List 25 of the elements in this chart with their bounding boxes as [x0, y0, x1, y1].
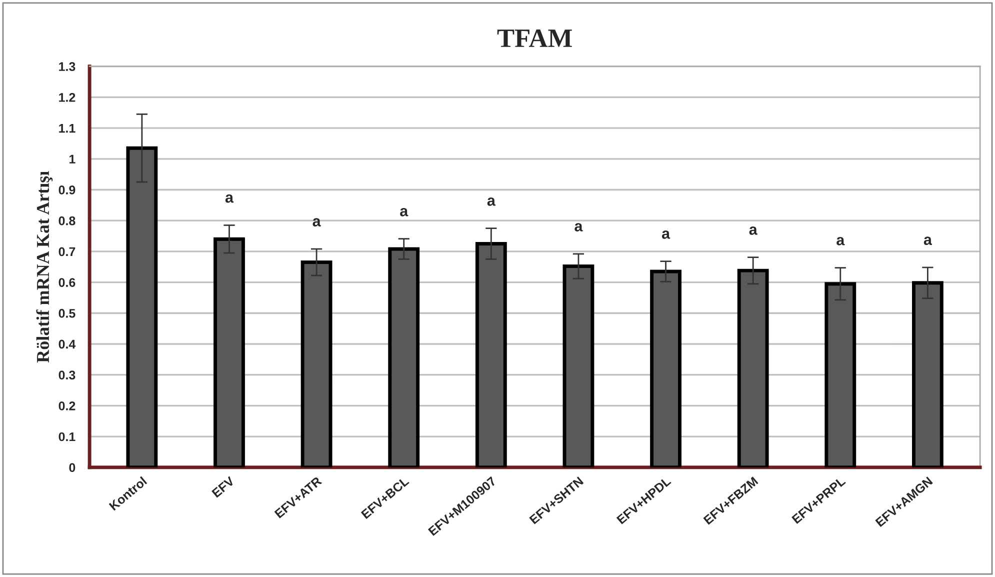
y-tick-label: 0.9	[58, 186, 76, 194]
y-tick-label: 0.5	[58, 308, 76, 318]
annotation: a	[924, 236, 932, 246]
y-tick-label: 0.4	[58, 340, 76, 349]
annotation: a	[487, 197, 496, 206]
annotation: a	[574, 223, 583, 232]
y-tick-label: 1	[69, 154, 76, 164]
y-tick-label: 1.1	[59, 124, 76, 133]
y-tick-label: 1.2	[59, 93, 76, 102]
y-tick-label: 1.3	[59, 62, 76, 72]
y-axis-title: Rölatif mRNA Kat Artışı	[36, 171, 53, 363]
y-tick-label: 0.8	[58, 216, 76, 226]
annotation: a	[225, 194, 234, 203]
y-tick-label: 0.1	[58, 432, 76, 442]
y-tick-label: 0.7	[58, 247, 76, 256]
chart-title: TFAM	[497, 29, 572, 47]
y-tick-label: 0.3	[58, 370, 76, 380]
annotation: a	[836, 236, 845, 246]
annotation: a	[400, 208, 408, 216]
annotation: a	[749, 226, 758, 235]
y-tick-label: 0.6	[58, 278, 76, 287]
y-tick-label: 0	[69, 463, 76, 472]
y-tick-label: 0.2	[58, 401, 76, 410]
annotation: a	[662, 230, 670, 239]
annotation: a	[312, 218, 321, 227]
